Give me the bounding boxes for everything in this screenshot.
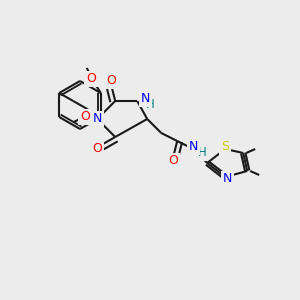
Text: H: H	[146, 98, 154, 110]
Text: N: N	[188, 140, 198, 154]
Text: N: N	[92, 112, 102, 125]
Text: N: N	[223, 172, 232, 185]
Text: H: H	[198, 146, 207, 160]
Text: O: O	[80, 110, 90, 124]
Text: O: O	[92, 142, 102, 155]
Text: N: N	[141, 92, 151, 106]
Text: O: O	[168, 154, 178, 167]
Text: O: O	[86, 73, 96, 85]
Text: O: O	[106, 74, 116, 88]
Text: S: S	[221, 140, 229, 154]
